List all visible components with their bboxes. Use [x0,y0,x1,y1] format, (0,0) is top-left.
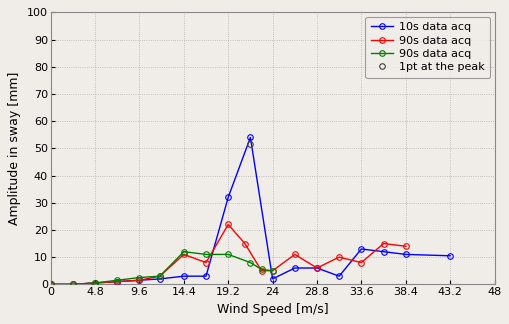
10s data acq [247,135,253,139]
Line: 90s data acq: 90s data acq [48,249,275,287]
90s data acq [70,283,76,286]
90s data acq [47,283,53,286]
10s data acq [380,250,386,254]
90s data acq [136,276,142,280]
90s data acq [203,252,209,256]
90s data acq [224,223,231,226]
10s data acq [269,277,275,281]
90s data acq [156,274,162,278]
90s data acq [241,242,247,246]
Line: 90s data acq: 90s data acq [48,222,408,287]
10s data acq [47,283,53,286]
90s data acq [291,252,297,256]
X-axis label: Wind Speed [m/s]: Wind Speed [m/s] [216,303,328,316]
90s data acq [180,252,186,256]
90s data acq [314,266,320,270]
90s data acq [203,260,209,264]
90s data acq [224,252,231,256]
90s data acq [47,283,53,286]
10s data acq [224,195,231,199]
90s data acq [180,250,186,254]
10s data acq [92,281,98,285]
Y-axis label: Amplitude in sway [mm]: Amplitude in sway [mm] [8,72,21,225]
90s data acq [92,281,98,285]
10s data acq [70,283,76,286]
90s data acq [114,280,120,284]
90s data acq [335,255,342,259]
90s data acq [247,260,253,264]
90s data acq [380,242,386,246]
10s data acq [358,247,364,251]
90s data acq [269,269,275,273]
90s data acq [156,274,162,278]
10s data acq [203,274,209,278]
10s data acq [402,252,408,256]
90s data acq [258,267,264,271]
90s data acq [92,281,98,285]
90s data acq [269,269,275,273]
90s data acq [70,283,76,286]
Line: 10s data acq: 10s data acq [48,135,452,287]
90s data acq [136,278,142,282]
10s data acq [291,266,297,270]
90s data acq [258,269,264,273]
10s data acq [114,280,120,284]
Legend: 10s data acq, 90s data acq, 90s data acq, 1pt at the peak: 10s data acq, 90s data acq, 90s data acq… [365,17,489,78]
10s data acq [446,254,453,258]
10s data acq [136,278,142,282]
10s data acq [180,274,186,278]
10s data acq [156,277,162,281]
10s data acq [335,274,342,278]
90s data acq [358,260,364,264]
90s data acq [114,278,120,282]
90s data acq [402,244,408,248]
10s data acq [314,266,320,270]
